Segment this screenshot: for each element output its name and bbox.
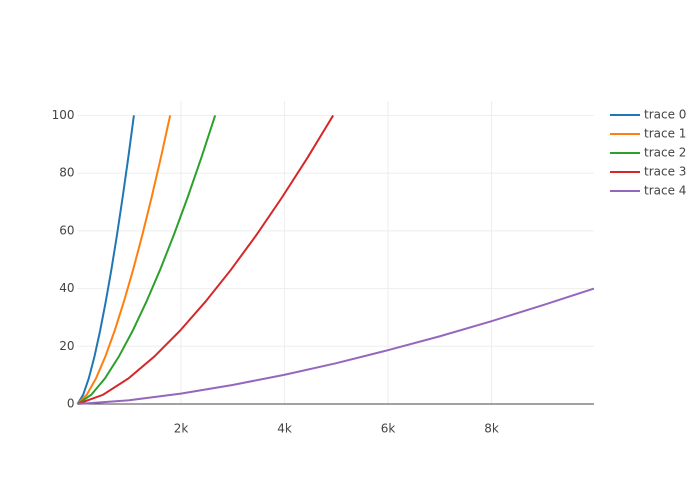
line bbox=[76, 115, 172, 405]
legend-label: trace 1 bbox=[644, 127, 686, 141]
y-tick-label: 100 bbox=[52, 108, 75, 122]
line bbox=[77, 114, 335, 405]
y-tick-label: 60 bbox=[59, 223, 74, 237]
legend-label: trace 4 bbox=[644, 184, 686, 198]
line bbox=[77, 287, 595, 405]
line bbox=[76, 115, 217, 405]
legend-label: trace 2 bbox=[644, 146, 686, 160]
x-tick-label: 8k bbox=[484, 422, 499, 436]
x-tick-label: 6k bbox=[381, 422, 396, 436]
y-tick-label: 0 bbox=[67, 397, 75, 411]
legend-label: trace 3 bbox=[644, 165, 686, 179]
y-tick-label: 80 bbox=[59, 166, 74, 180]
y-tick-label: 20 bbox=[59, 339, 74, 353]
legend-label: trace 0 bbox=[644, 108, 686, 122]
y-tick-label: 40 bbox=[59, 281, 74, 295]
x-tick-label: 2k bbox=[174, 422, 189, 436]
x-tick-label: 4k bbox=[277, 422, 292, 436]
line bbox=[76, 115, 135, 405]
